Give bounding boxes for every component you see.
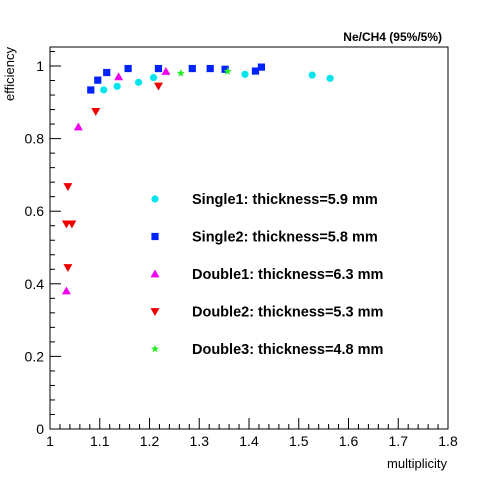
data-point: [113, 82, 121, 90]
axes: 1 1.1 1.2 1.3 1.4 1.5 1.6 1.7 1.8 0 0.2 0.4 0.6 0.8 1: [25, 50, 458, 449]
data-point: [91, 108, 101, 116]
data-point: [103, 68, 111, 77]
data-point: [73, 122, 83, 131]
data-point: [134, 78, 143, 86]
legend-label: Double3: thickness=4.8 mm: [192, 342, 383, 358]
y-tick-label: 0.8: [25, 131, 45, 147]
data-point: [176, 69, 185, 77]
data-points: [61, 63, 334, 295]
legend: Single1: thickness=5.9 mm Single2: thickn…: [150, 192, 383, 358]
data-point: [63, 264, 73, 272]
x-tick-label: 1.3: [190, 433, 210, 449]
y-axis-title: efficiency: [2, 47, 17, 101]
legend-entry: Single1: thickness=5.9 mm: [151, 192, 378, 208]
legend-label: Single2: thickness=5.8 mm: [192, 230, 378, 246]
legend-marker: [150, 308, 160, 316]
series-1-points: [100, 70, 334, 94]
data-point: [149, 74, 158, 82]
x-axis-title: multiplicity: [387, 456, 447, 471]
data-point: [221, 65, 229, 73]
y-tick-label: 1: [36, 58, 44, 74]
data-point: [94, 76, 102, 84]
y-tick-label: 0.2: [25, 348, 45, 364]
x-tick-label: 1.1: [90, 433, 110, 449]
legend-marker: [151, 232, 159, 241]
series-2-points: [87, 63, 266, 94]
legend-entry: Single2: thickness=5.8 mm: [151, 230, 378, 246]
legend-entry: Double3: thickness=4.8 mm: [151, 342, 383, 358]
x-tick-label: 1.8: [438, 433, 458, 449]
data-point: [223, 67, 232, 75]
x-tick-label: 1.5: [289, 433, 309, 449]
x-tick-label: 1.6: [339, 433, 359, 449]
legend-marker: [151, 195, 159, 203]
data-point: [188, 64, 196, 73]
legend-marker: [151, 344, 159, 353]
data-point: [251, 67, 260, 75]
data-point: [67, 220, 77, 229]
data-point: [257, 63, 266, 71]
legend-label: Double1: thickness=6.3 mm: [192, 267, 383, 283]
data-point: [153, 82, 163, 91]
data-point: [206, 64, 214, 73]
data-point: [308, 71, 316, 79]
series-5-points: [176, 67, 232, 77]
data-point: [241, 70, 249, 78]
legend-entry: Double1: thickness=6.3 mm: [150, 267, 383, 283]
data-point: [61, 286, 71, 295]
data-point: [114, 72, 124, 81]
x-tick-label: 1.4: [239, 433, 259, 449]
data-point: [326, 74, 334, 82]
legend-label: Single1: thickness=5.9 mm: [192, 192, 378, 208]
data-point: [63, 183, 73, 192]
legend-marker: [150, 269, 160, 278]
data-point: [100, 86, 108, 94]
x-tick-label: 1: [46, 433, 54, 449]
series-3-points: [61, 66, 171, 295]
data-point: [87, 86, 95, 94]
x-tick-label: 1.2: [140, 433, 160, 449]
series-4-points: [61, 82, 163, 272]
y-tick-label: 0.4: [25, 276, 45, 292]
y-tick-label: 0.6: [25, 203, 45, 219]
data-point: [161, 66, 171, 75]
x-tick-label: 1.7: [389, 433, 409, 449]
y-tick-label: 0: [36, 421, 44, 437]
chart-title: Ne/CH4 (95%/5%): [343, 30, 442, 44]
data-point: [154, 64, 163, 73]
data-point: [124, 64, 132, 73]
legend-label: Double2: thickness=5.3 mm: [192, 305, 383, 321]
legend-entry: Double2: thickness=5.3 mm: [150, 305, 383, 321]
